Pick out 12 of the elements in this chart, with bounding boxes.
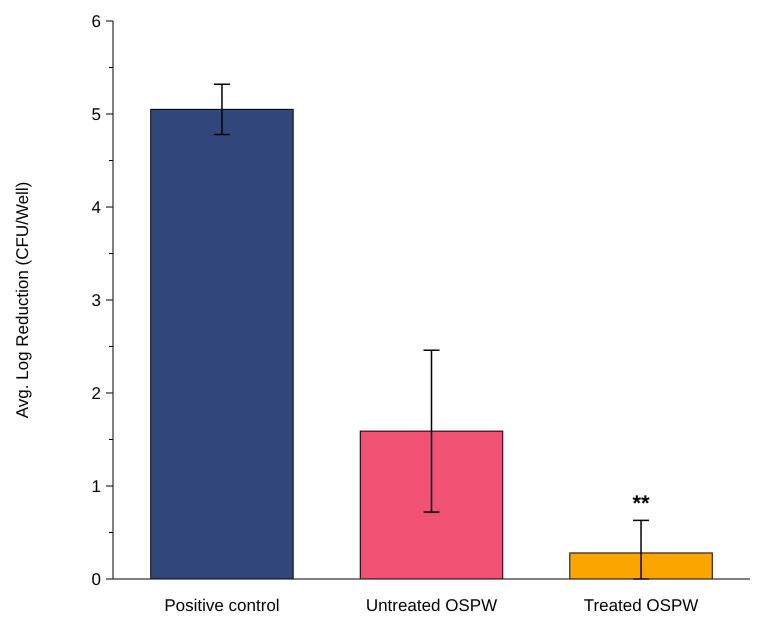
y-tick-label: 6 xyxy=(92,12,101,31)
y-tick-label: 4 xyxy=(92,198,101,217)
y-tick-label: 1 xyxy=(92,476,101,496)
x-tick-label: Positive control xyxy=(164,596,280,615)
y-tick-label: 5 xyxy=(92,104,101,124)
y-tick-label: 3 xyxy=(92,290,101,310)
annotation: ** xyxy=(632,490,650,516)
x-tick-label: Untreated OSPW xyxy=(366,596,498,615)
y-tick-label: 2 xyxy=(92,384,101,403)
y-tick-label: 0 xyxy=(92,570,101,589)
y-axis-title: Avg. Log Reduction (CFU/Well) xyxy=(13,182,32,418)
x-tick-label: Treated OSPW xyxy=(584,596,698,615)
